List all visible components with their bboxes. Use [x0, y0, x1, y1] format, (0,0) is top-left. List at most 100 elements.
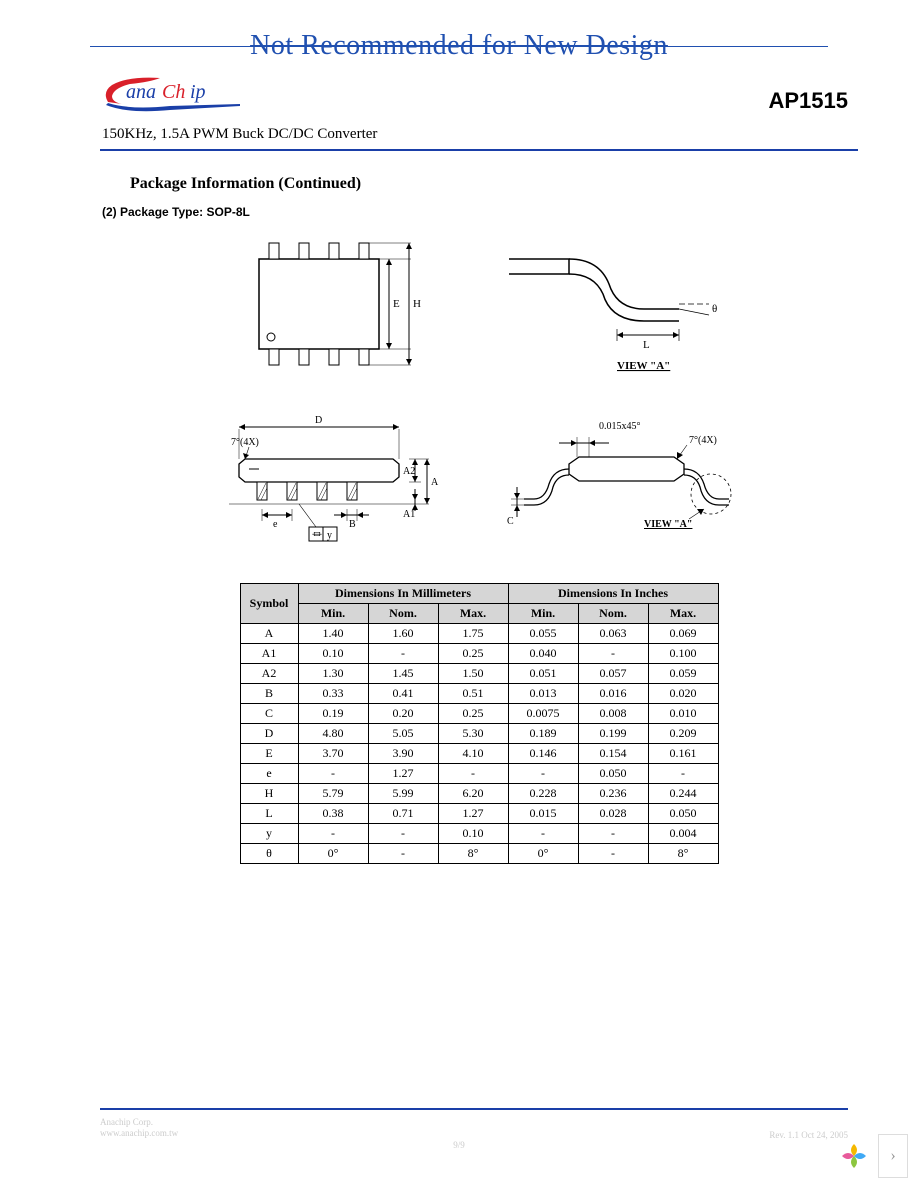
svg-text:D: D — [315, 415, 322, 426]
cell-value: 3.70 — [298, 744, 368, 764]
cell-symbol: B — [240, 684, 298, 704]
col-group-in: Dimensions In Inches — [508, 584, 718, 604]
svg-text:C: C — [507, 516, 514, 527]
table-row: C0.190.200.250.00750.0080.010 — [240, 704, 718, 724]
cell-value: - — [578, 644, 648, 664]
col-in-max: Max. — [648, 604, 718, 624]
cell-value: 0.20 — [368, 704, 438, 724]
cell-value: 0.33 — [298, 684, 368, 704]
svg-text:e: e — [273, 519, 278, 530]
svg-text:E: E — [393, 298, 400, 310]
cell-value: 0.050 — [578, 764, 648, 784]
cell-value: 0.008 — [578, 704, 648, 724]
cell-value: 0.189 — [508, 724, 578, 744]
part-number: AP1515 — [768, 88, 848, 114]
package-drawings-row2: D 7°(4X) — [100, 409, 858, 559]
cell-value: 0.228 — [508, 784, 578, 804]
side-view-drawing: D 7°(4X) — [199, 409, 459, 559]
lead-detail-drawing: L θ VIEW "A" — [499, 229, 729, 389]
cell-symbol: e — [240, 764, 298, 784]
cell-value: 1.75 — [438, 624, 508, 644]
header-divider — [100, 149, 858, 151]
cell-value: 0.25 — [438, 644, 508, 664]
svg-text:B: B — [349, 519, 356, 530]
cell-value: 0.161 — [648, 744, 718, 764]
cell-value: - — [578, 824, 648, 844]
table-row: A1.401.601.750.0550.0630.069 — [240, 624, 718, 644]
product-subtitle: 150KHz, 1.5A PWM Buck DC/DC Converter — [102, 126, 858, 143]
cell-symbol: H — [240, 784, 298, 804]
nav-next-button[interactable]: › — [878, 1134, 908, 1178]
cell-symbol: A — [240, 624, 298, 644]
svg-text:L: L — [643, 339, 650, 351]
cell-value: 0.25 — [438, 704, 508, 724]
anachip-logo-icon: ana Ch ip — [100, 70, 250, 120]
footer-company-name: Anachip Corp. — [100, 1117, 178, 1129]
watermark-banner: Not Recommended for New Design — [0, 30, 918, 62]
svg-text:VIEW "A": VIEW "A" — [644, 519, 692, 530]
dimensions-table: Symbol Dimensions In Millimeters Dimensi… — [240, 583, 719, 864]
footer-company: Anachip Corp. www.anachip.com.tw — [100, 1117, 178, 1140]
cell-value: 8° — [438, 844, 508, 864]
nav-logo-icon — [838, 1140, 870, 1172]
table-row: e-1.27--0.050- — [240, 764, 718, 784]
cell-value: 0.51 — [438, 684, 508, 704]
table-row: E3.703.904.100.1460.1540.161 — [240, 744, 718, 764]
svg-text:ip: ip — [190, 81, 206, 103]
cell-value: 1.30 — [298, 664, 368, 684]
cell-value: 6.20 — [438, 784, 508, 804]
footer-url: www.anachip.com.tw — [100, 1128, 178, 1140]
col-in-nom: Nom. — [578, 604, 648, 624]
footer-page: 9/9 — [0, 1140, 918, 1150]
cell-value: 0.055 — [508, 624, 578, 644]
cell-symbol: E — [240, 744, 298, 764]
svg-text:A1: A1 — [403, 509, 415, 520]
cell-value: 0.19 — [298, 704, 368, 724]
cell-symbol: L — [240, 804, 298, 824]
cell-value: - — [438, 764, 508, 784]
svg-text:7°(4X): 7°(4X) — [231, 437, 259, 448]
cell-value: 0.013 — [508, 684, 578, 704]
table-row: H5.795.996.200.2280.2360.244 — [240, 784, 718, 804]
cell-value: 0.004 — [648, 824, 718, 844]
section-title: Package Information (Continued) — [130, 175, 858, 193]
col-in-min: Min. — [508, 604, 578, 624]
company-logo: ana Ch ip — [100, 70, 858, 120]
cell-value: - — [578, 844, 648, 864]
cell-value: 1.50 — [438, 664, 508, 684]
cell-value: 0.236 — [578, 784, 648, 804]
cell-value: 1.27 — [438, 804, 508, 824]
table-row: A10.10-0.250.040-0.100 — [240, 644, 718, 664]
cell-symbol: A1 — [240, 644, 298, 664]
cell-value: 5.79 — [298, 784, 368, 804]
cell-value: 0.051 — [508, 664, 578, 684]
cell-symbol: D — [240, 724, 298, 744]
cell-value: 0.010 — [648, 704, 718, 724]
cell-value: 0.028 — [578, 804, 648, 824]
svg-text:θ: θ — [712, 303, 717, 315]
footer-divider — [100, 1108, 848, 1110]
col-mm-nom: Nom. — [368, 604, 438, 624]
cell-value: 0.71 — [368, 804, 438, 824]
svg-text:0.015x45°: 0.015x45° — [599, 421, 641, 432]
table-row: A21.301.451.500.0510.0570.059 — [240, 664, 718, 684]
top-view-drawing: E H — [229, 229, 459, 389]
table-row: y--0.10--0.004 — [240, 824, 718, 844]
svg-text:VIEW "A": VIEW "A" — [617, 360, 670, 372]
chevron-right-icon: › — [890, 1147, 895, 1165]
cell-value: 1.27 — [368, 764, 438, 784]
cell-value: 0° — [508, 844, 578, 864]
cell-value: - — [368, 824, 438, 844]
table-row: D4.805.055.300.1890.1990.209 — [240, 724, 718, 744]
watermark-text: Not Recommended for New Design — [250, 30, 668, 61]
svg-text:H: H — [413, 298, 421, 310]
cell-value: 0.146 — [508, 744, 578, 764]
cell-value: - — [648, 764, 718, 784]
cell-value: - — [368, 644, 438, 664]
cell-value: 0.154 — [578, 744, 648, 764]
page-header: ana Ch ip AP1515 150KHz, 1.5A PWM Buck D… — [100, 70, 858, 151]
cell-value: - — [298, 764, 368, 784]
cell-symbol: A2 — [240, 664, 298, 684]
cell-value: 0.41 — [368, 684, 438, 704]
cell-value: 0.020 — [648, 684, 718, 704]
